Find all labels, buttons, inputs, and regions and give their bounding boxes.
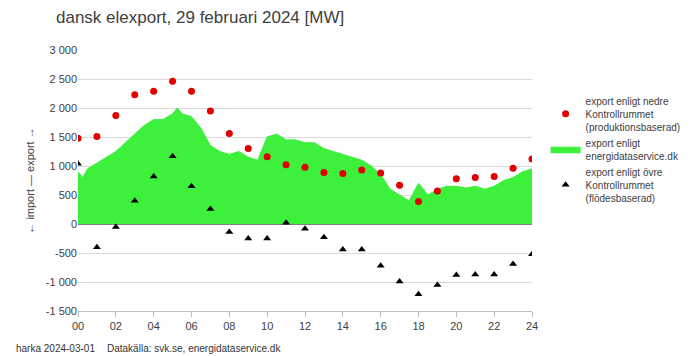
svg-text:-1 000: -1 000 <box>46 276 77 288</box>
svg-text:0: 0 <box>71 218 77 230</box>
svg-text:08: 08 <box>223 320 235 332</box>
svg-text:2 000: 2 000 <box>49 102 77 114</box>
svg-text:12: 12 <box>299 320 311 332</box>
svg-text:-1 500: -1 500 <box>46 305 77 317</box>
svg-text:22: 22 <box>488 320 500 332</box>
svg-text:16: 16 <box>375 320 387 332</box>
svg-text:24: 24 <box>526 320 538 332</box>
svg-text:14: 14 <box>337 320 349 332</box>
svg-text:20: 20 <box>450 320 462 332</box>
svg-text:Datakälla: svk.se, energidatas: Datakälla: svk.se, energidataservice.dk <box>107 343 281 354</box>
svg-text:1 500: 1 500 <box>49 131 77 143</box>
svg-text:dansk elexport, 29 februari 20: dansk elexport, 29 februari 2024 [MW] <box>56 8 344 27</box>
svg-text:02: 02 <box>110 320 122 332</box>
svg-text:00: 00 <box>72 320 84 332</box>
svg-text:06: 06 <box>185 320 197 332</box>
svg-text:3 000: 3 000 <box>49 44 77 56</box>
svg-text:← import — export →: ← import — export → <box>24 127 36 233</box>
svg-text:500: 500 <box>59 189 77 201</box>
svg-text:export enligt nedreKontrollrum: export enligt nedreKontrollrummet(produk… <box>586 96 681 133</box>
svg-text:export enligt övreKontrollrumm: export enligt övreKontrollrummet(flödesb… <box>586 167 663 204</box>
svg-text:harka 2024-03-01: harka 2024-03-01 <box>16 343 95 354</box>
svg-text:1 000: 1 000 <box>49 160 77 172</box>
svg-text:18: 18 <box>412 320 424 332</box>
svg-text:10: 10 <box>261 320 273 332</box>
svg-text:2 500: 2 500 <box>49 73 77 85</box>
svg-text:export enligtenergidataservice: export enligtenergidataservice.dk <box>586 138 679 162</box>
svg-text:-500: -500 <box>55 247 77 259</box>
svg-text:04: 04 <box>148 320 160 332</box>
